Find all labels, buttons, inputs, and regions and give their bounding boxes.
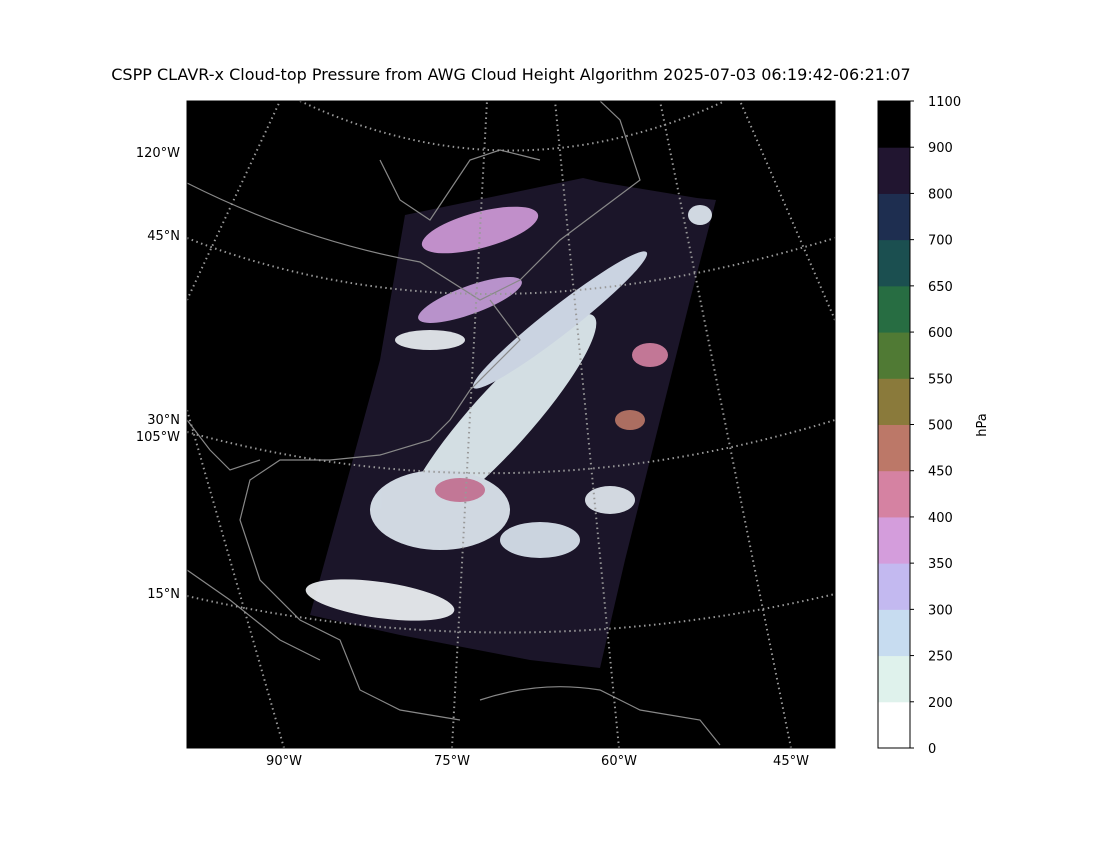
colorbar-bin — [878, 193, 910, 241]
lon-label: 75°W — [434, 754, 470, 769]
colorbar-tick-label: 900 — [928, 141, 953, 156]
colorbar-tick-label: 650 — [928, 280, 953, 295]
colorbar-bin — [878, 516, 910, 564]
colorbar-tick-label: 700 — [928, 234, 953, 249]
colorbar-bin — [878, 332, 910, 379]
lon-label: 90°W — [266, 754, 302, 769]
colorbar-bin — [878, 147, 910, 194]
colorbar-bin — [878, 655, 910, 703]
graticule — [187, 101, 835, 748]
map-title: CSPP CLAVR-x Cloud-top Pressure from AWG… — [111, 65, 910, 84]
colorbar-tick-label: 600 — [928, 326, 953, 341]
map-frame — [186, 100, 836, 749]
colorbar-bin — [878, 609, 910, 657]
lon-label: 60°W — [601, 754, 637, 769]
colorbar-label: hPa — [975, 413, 990, 436]
latlon-label: 120°W — [136, 146, 180, 161]
colorbar-bin — [878, 378, 910, 425]
colorbar-bin — [878, 424, 910, 472]
colorbar-bin — [878, 470, 910, 518]
latlon-label: 15°N — [147, 587, 180, 602]
colorbar-tick-label: 550 — [928, 372, 953, 387]
colorbar-tick-label: 1100 — [928, 95, 961, 110]
colorbar-tick-label: 200 — [928, 696, 953, 711]
colorbar-tick-label: 250 — [928, 650, 953, 665]
colorbar-tick-label: 400 — [928, 511, 953, 526]
colorbar-tick-label: 450 — [928, 465, 953, 480]
colorbar-bin — [878, 285, 910, 333]
colorbar-tick-label: 800 — [928, 187, 953, 202]
colorbar-bin — [878, 563, 910, 610]
latlon-label: 30°N — [147, 413, 180, 428]
lon-label: 45°W — [773, 754, 809, 769]
colorbar-tick-label: 500 — [928, 419, 953, 434]
clouds — [305, 205, 712, 621]
colorbar-bin — [878, 101, 910, 148]
colorbar-tick-label: 300 — [928, 603, 953, 618]
colorbar-bin — [878, 239, 910, 287]
latlon-label: 105°W — [136, 430, 180, 445]
colorbar-bin — [878, 701, 910, 749]
colorbar-tick-label: 350 — [928, 557, 953, 572]
latlon-label: 45°N — [147, 229, 180, 244]
map — [186, 100, 836, 749]
colorbar-tick-label: 0 — [928, 742, 936, 757]
